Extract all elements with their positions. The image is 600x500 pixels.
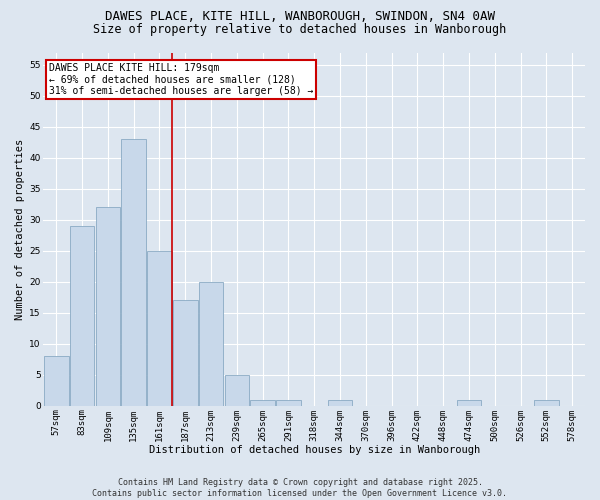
Bar	[121, 140, 146, 406]
Bar	[224, 375, 249, 406]
Bar	[276, 400, 301, 406]
Bar	[173, 300, 197, 406]
Bar	[147, 251, 172, 406]
Bar	[95, 208, 120, 406]
X-axis label: Distribution of detached houses by size in Wanborough: Distribution of detached houses by size …	[149, 445, 480, 455]
Bar	[44, 356, 68, 406]
Text: DAWES PLACE, KITE HILL, WANBOROUGH, SWINDON, SN4 0AW: DAWES PLACE, KITE HILL, WANBOROUGH, SWIN…	[105, 10, 495, 23]
Text: Size of property relative to detached houses in Wanborough: Size of property relative to detached ho…	[94, 22, 506, 36]
Text: Contains HM Land Registry data © Crown copyright and database right 2025.
Contai: Contains HM Land Registry data © Crown c…	[92, 478, 508, 498]
Bar	[328, 400, 352, 406]
Bar	[199, 282, 223, 406]
Bar	[250, 400, 275, 406]
Bar	[70, 226, 94, 406]
Bar	[457, 400, 481, 406]
Y-axis label: Number of detached properties: Number of detached properties	[15, 138, 25, 320]
Bar	[534, 400, 559, 406]
Text: DAWES PLACE KITE HILL: 179sqm
← 69% of detached houses are smaller (128)
31% of : DAWES PLACE KITE HILL: 179sqm ← 69% of d…	[49, 63, 313, 96]
